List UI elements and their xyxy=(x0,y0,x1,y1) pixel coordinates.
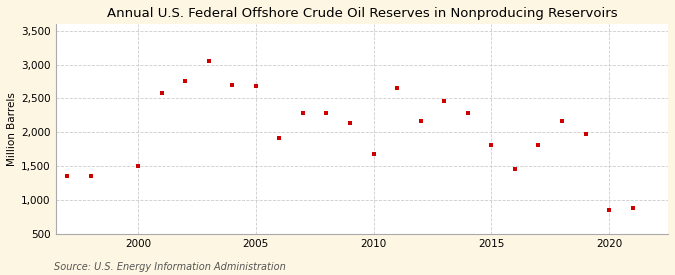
Point xyxy=(486,143,497,147)
Point xyxy=(227,83,238,87)
Point xyxy=(439,99,450,103)
Point xyxy=(627,206,638,210)
Point xyxy=(250,84,261,89)
Point xyxy=(580,131,591,136)
Point xyxy=(133,163,144,168)
Point xyxy=(368,152,379,156)
Point xyxy=(392,86,402,90)
Point xyxy=(86,174,97,178)
Point xyxy=(462,111,473,115)
Point xyxy=(180,79,190,84)
Point xyxy=(203,59,214,63)
Point xyxy=(510,167,520,171)
Point xyxy=(603,207,614,212)
Point xyxy=(321,111,332,115)
Point xyxy=(345,121,356,125)
Text: Source: U.S. Energy Information Administration: Source: U.S. Energy Information Administ… xyxy=(54,262,286,272)
Point xyxy=(274,136,285,140)
Point xyxy=(62,174,73,178)
Point xyxy=(533,142,544,147)
Point xyxy=(298,111,308,116)
Title: Annual U.S. Federal Offshore Crude Oil Reserves in Nonproducing Reservoirs: Annual U.S. Federal Offshore Crude Oil R… xyxy=(107,7,617,20)
Y-axis label: Million Barrels: Million Barrels xyxy=(7,92,17,166)
Point xyxy=(156,91,167,95)
Point xyxy=(415,119,426,123)
Point xyxy=(557,119,568,124)
